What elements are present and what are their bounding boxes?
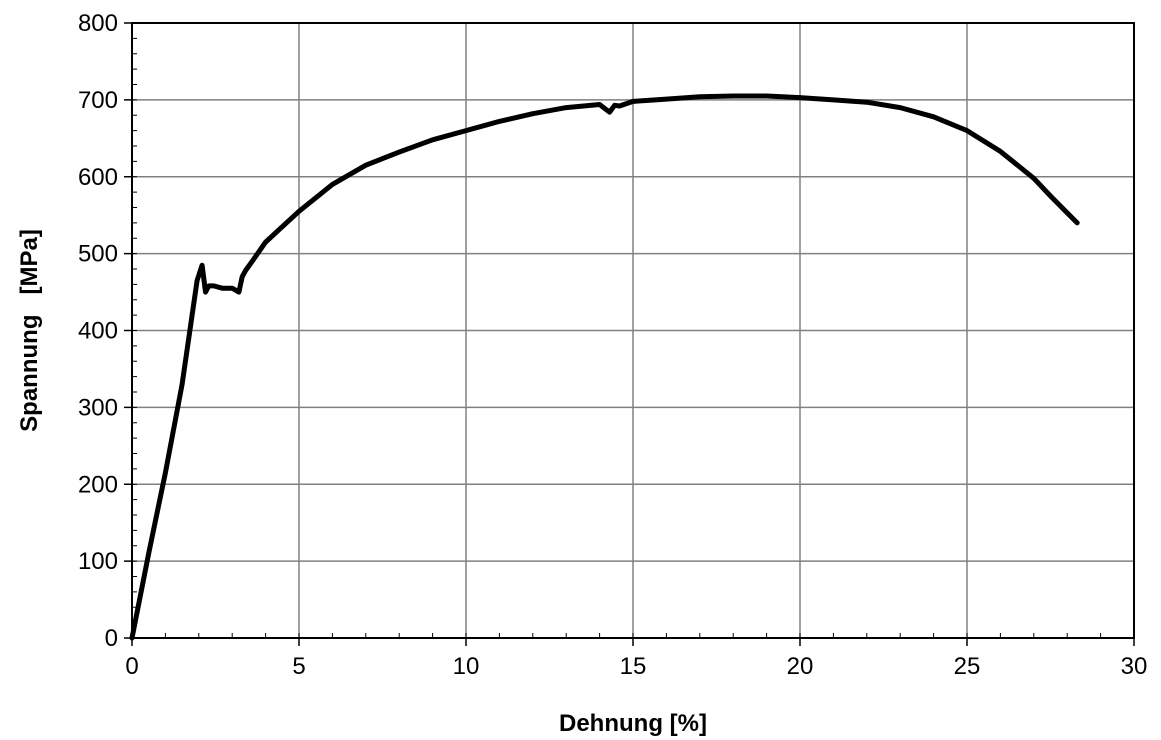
y-tick-label: 800 xyxy=(78,10,118,37)
x-tick-label: 20 xyxy=(787,653,814,680)
series-layer xyxy=(129,93,1080,641)
y-tick-label: 300 xyxy=(78,394,118,421)
y-tick-label: 700 xyxy=(78,87,118,114)
y-tick-label: 400 xyxy=(78,318,118,345)
y-tick-label: 200 xyxy=(78,471,118,498)
y-tick-label: 600 xyxy=(78,164,118,191)
stress-strain-curve xyxy=(129,93,1080,641)
x-tick-label: 5 xyxy=(292,653,305,680)
y-tick-label: 100 xyxy=(78,548,118,575)
y-axis-label: Spannung [MPa] xyxy=(16,229,43,432)
x-tick-label: 10 xyxy=(453,653,480,680)
y-tick-label: 500 xyxy=(78,241,118,268)
y-tick-label: 0 xyxy=(105,625,118,652)
x-axis-ticks: 0 5 10 15 20 25 30 xyxy=(125,638,1147,680)
x-tick-label: 15 xyxy=(620,653,647,680)
x-tick-label: 25 xyxy=(954,653,981,680)
x-axis-label: Dehnung [%] xyxy=(559,710,707,737)
grid-lines xyxy=(132,23,1134,638)
x-tick-label: 30 xyxy=(1121,653,1148,680)
x-tick-label: 0 xyxy=(125,653,138,680)
y-axis-ticks: 0 100 200 300 400 500 600 700 800 xyxy=(78,10,132,652)
